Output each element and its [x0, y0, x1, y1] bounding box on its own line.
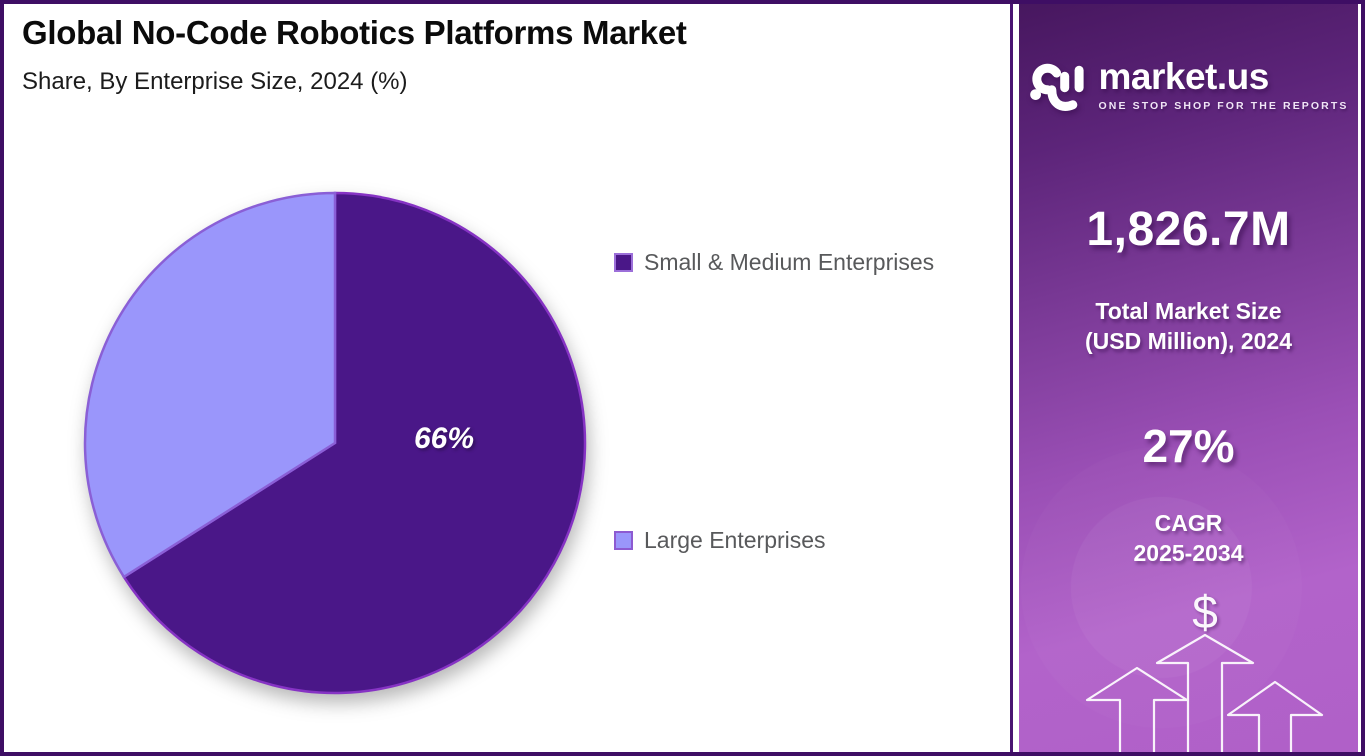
up-arrow-left-icon [1085, 666, 1189, 752]
up-arrow-right-icon [1226, 680, 1324, 752]
chart-panel: Global No-Code Robotics Platforms Market… [4, 4, 1013, 752]
up-arrow-middle-icon [1155, 633, 1255, 752]
logo-tagline: ONE STOP SHOP FOR THE REPORTS [1098, 100, 1349, 112]
page-title: Global No-Code Robotics Platforms Market [22, 14, 687, 51]
pie-chart [75, 183, 595, 703]
legend-label: Small & Medium Enterprises [644, 249, 935, 275]
cagr-label: CAGR 2025-2034 [1133, 510, 1244, 566]
sidebar: market.us ONE STOP SHOP FOR THE REPORTS … [1019, 4, 1358, 752]
dollar-icon: $ [1192, 586, 1218, 638]
pie-chart-svg [83, 191, 587, 695]
page-subtitle: Share, By Enterprise Size, 2024 (%) [22, 68, 408, 95]
legend-item-large-enterprises: Large Enterprises [614, 527, 826, 554]
legend-swatch-large-icon [614, 531, 633, 550]
legend-item-small-medium-enterprises: Small & Medium Enterprises [614, 249, 934, 276]
legend-label: Large Enterprises [644, 527, 826, 553]
market-us-logo-icon [1029, 63, 1084, 111]
panel-divider-gap [1013, 4, 1019, 752]
pie-slice-small-medium-enterprises [122, 191, 587, 695]
growth-arrows-icon: $ [1085, 586, 1324, 752]
legend-swatch-small-medium-icon [614, 253, 633, 272]
total-market-size-value: 1,826.7M [1086, 203, 1291, 256]
cagr-value: 27% [1142, 420, 1235, 472]
total-market-size-label: Total Market Size (USD Million), 2024 [1084, 298, 1293, 354]
pie-slice-large-enterprises [83, 191, 337, 579]
market-us-logo: market.us ONE STOP SHOP FOR THE REPORTS [1019, 52, 1358, 118]
logo-wordmark: market.us [1098, 56, 1270, 97]
pie-slice-value-label: 66% [413, 422, 475, 455]
